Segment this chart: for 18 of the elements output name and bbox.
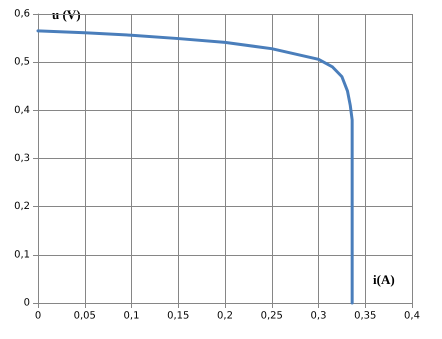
y-tick-label: 0,4 xyxy=(14,104,30,116)
x-axis-title: i(A) xyxy=(373,272,395,287)
x-tick-label: 0,05 xyxy=(74,310,96,322)
y-tick-label: 0,2 xyxy=(14,201,30,212)
y-tick-label: 0,1 xyxy=(14,249,30,260)
x-tick-label: 0 xyxy=(34,310,42,322)
x-tick-label: 0,1 xyxy=(124,310,140,322)
x-tick-label: 0,2 xyxy=(217,310,233,322)
y-tick-label: 0,5 xyxy=(14,56,30,68)
line-series xyxy=(36,29,354,304)
y-tick-label: 0 xyxy=(24,298,30,308)
x-tick-label: 0,35 xyxy=(354,310,376,322)
x-tick-label: 0,25 xyxy=(260,310,283,322)
y-tick-label: 0,6 xyxy=(14,8,30,20)
x-tick-label: 0,3 xyxy=(310,310,326,322)
x-tick-label: 0,4 xyxy=(404,310,420,322)
y-tick-label: 0,3 xyxy=(14,153,30,164)
x-tick-label: 0,15 xyxy=(167,310,190,322)
